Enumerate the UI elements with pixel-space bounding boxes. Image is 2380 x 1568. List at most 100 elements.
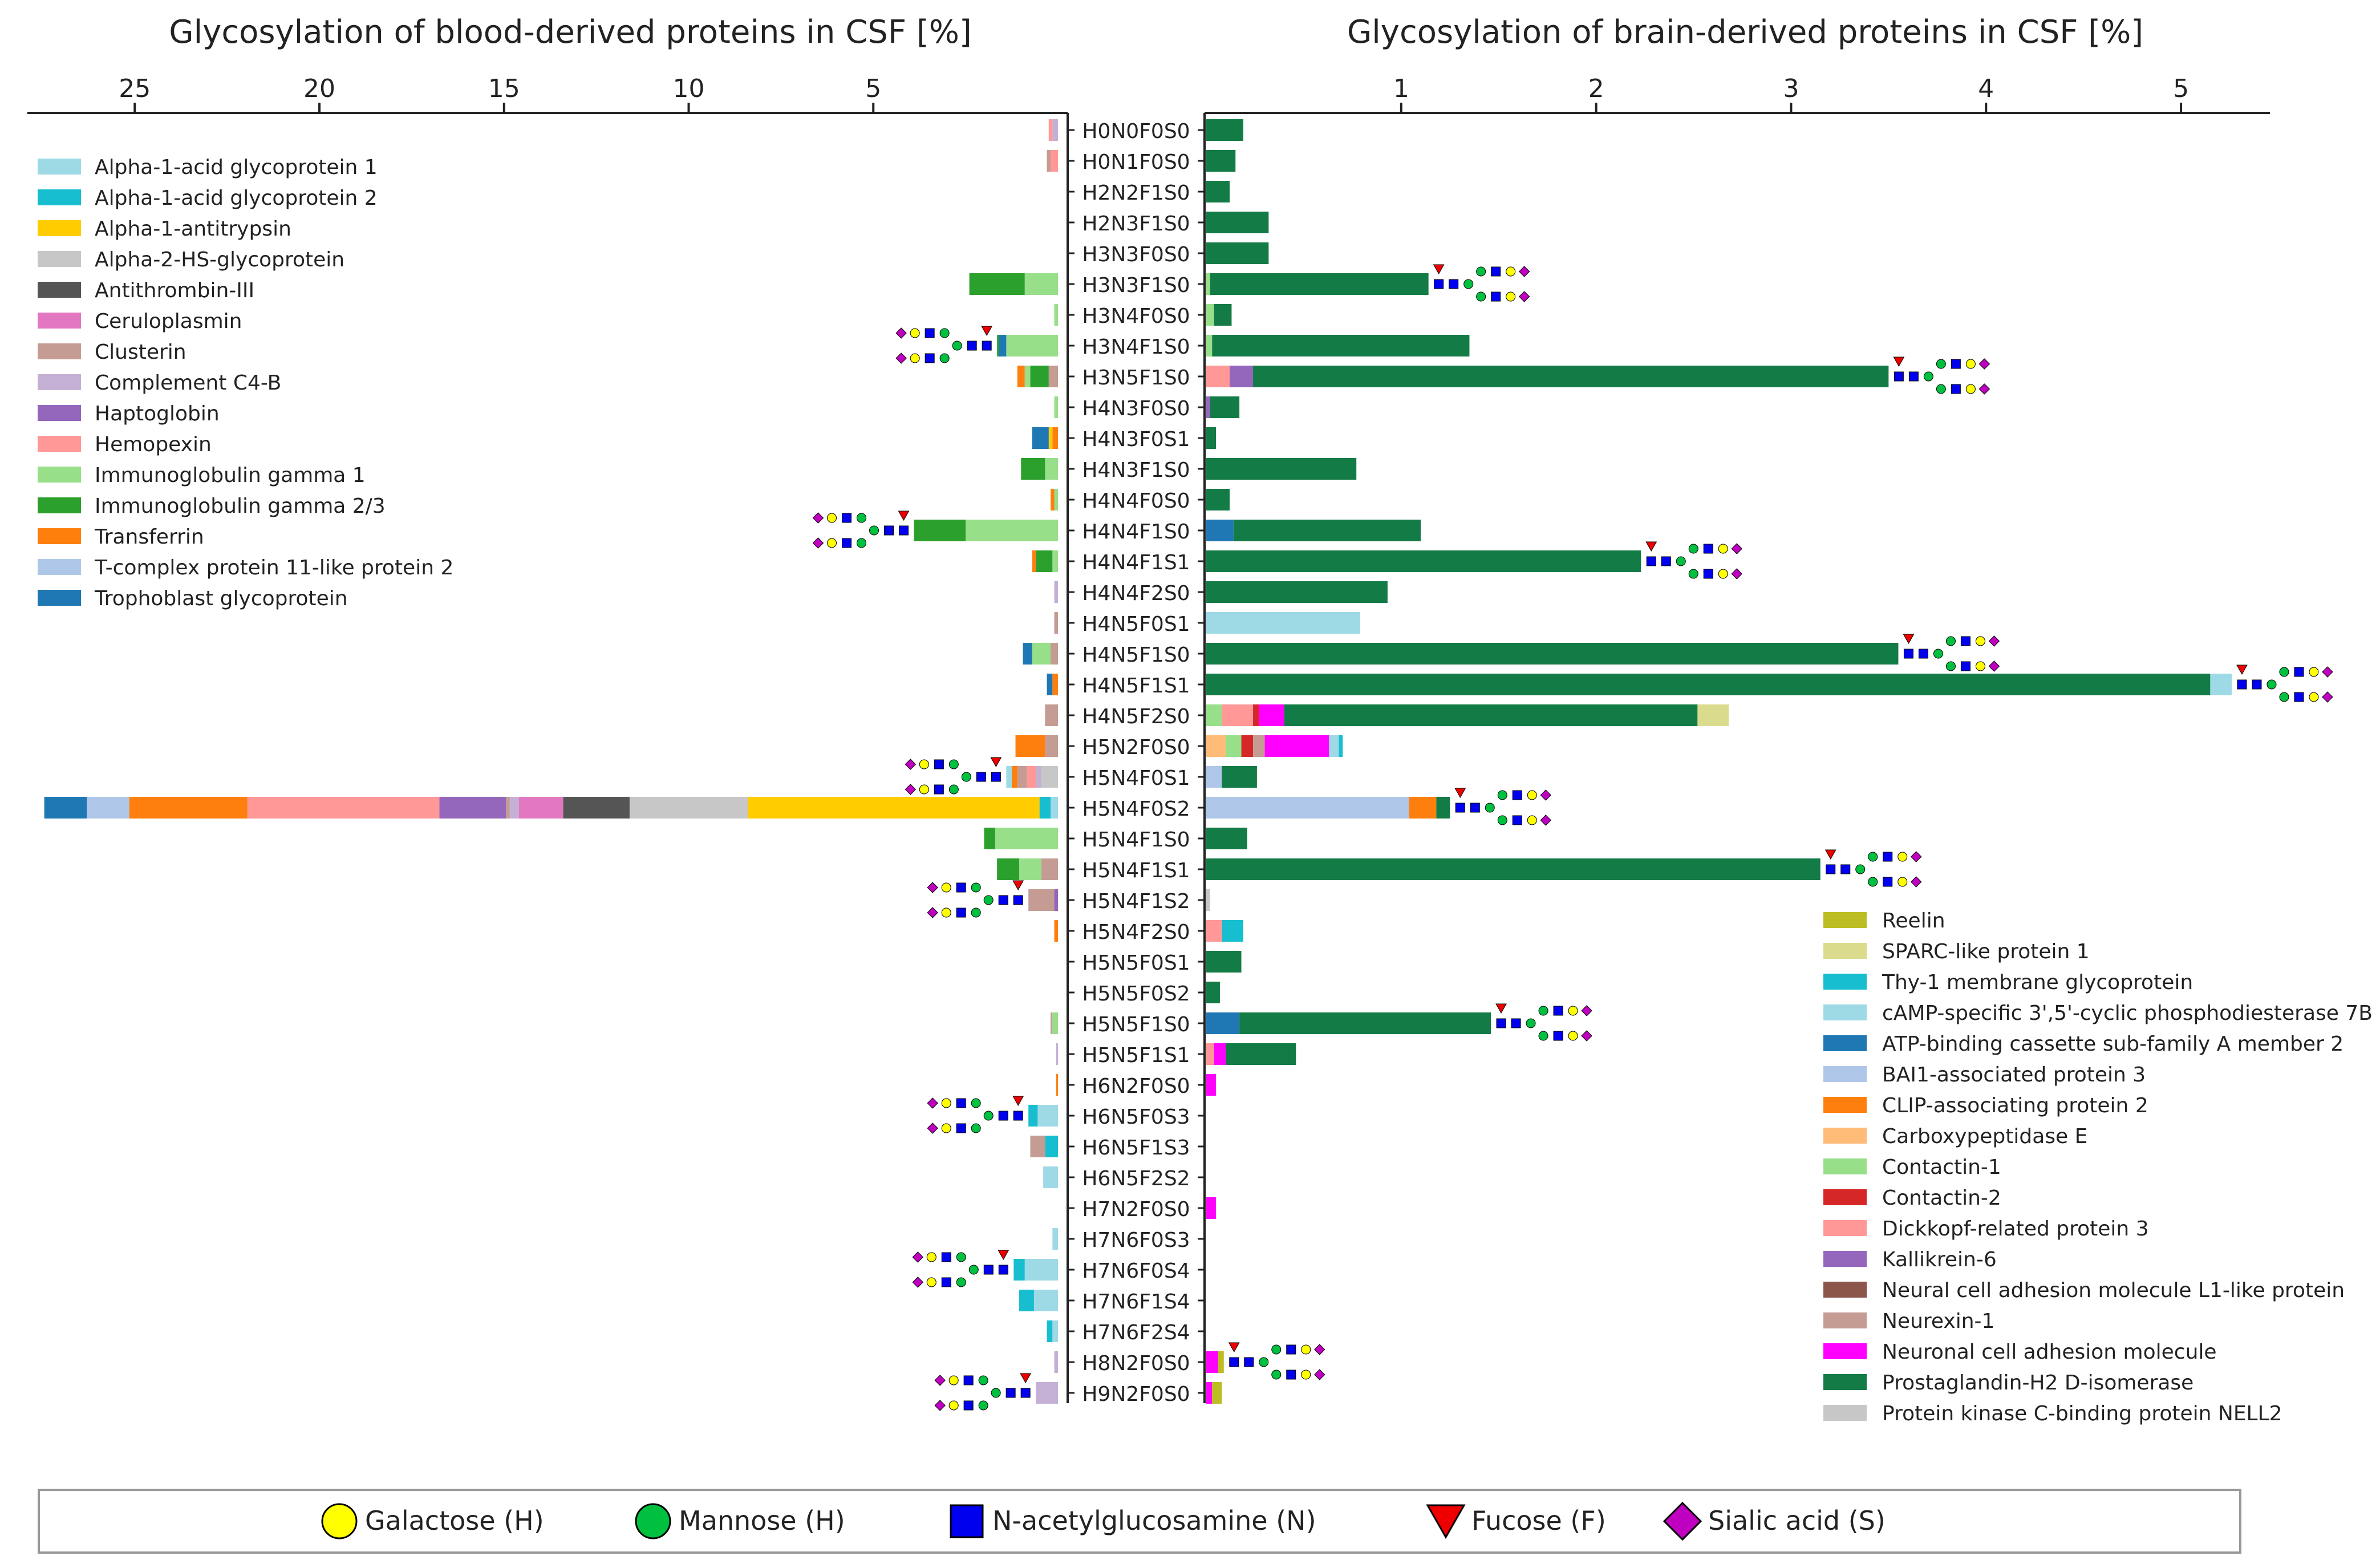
left-bar-immunoglobulin-gamma-1 [1024,366,1031,387]
legend-label-dickkopf-related-protein-3: Dickkopf-related protein 3 [1882,1217,2149,1241]
mannose-symbol [971,882,981,893]
sialic-acid-symbol [895,327,907,339]
right-legend: Reelin SPARC-like protein 1 Thy-1 membrane… [1823,909,2373,1425]
right-bar-bai1-associated-protein-3 [1206,766,1222,788]
glcnac-symbol [998,1111,1008,1121]
category-label-h4n4f2s0: H4N4F2S0 [1082,582,1190,605]
category-label-h9n2f0s0: H9N2F0S0 [1082,1383,1190,1406]
category-label-h3n5f1s0: H3N5F1S0 [1082,366,1190,390]
right-bar-dickkopf-related-protein-3 [1206,366,1230,387]
left-legend: Alpha-1-acid glycoprotein 1 Alpha-1-acid … [38,156,453,610]
legend-swatch-protein-kinase-c-binding-protein-nell2 [1823,1405,1867,1421]
left-bar-immunoglobulin-gamma-2-3 [1030,366,1049,387]
left-bar-clusterin [1045,704,1058,726]
legend-label-contactin-1: Contactin-1 [1882,1156,2001,1179]
right-bar-kallikrein-6 [1206,396,1210,418]
legend-label-alpha-1-acid-glycoprotein-2: Alpha-1-acid glycoprotein 2 [95,187,378,210]
category-label-h7n6f0s3: H7N6F0S3 [1082,1229,1190,1252]
mannose-symbol [1688,544,1698,554]
glcnac-symbol [1449,279,1459,289]
mannose-symbol [956,1252,966,1262]
fucose-symbol [2236,665,2248,675]
legend-label-reelin: Reelin [1882,909,1945,933]
legend-label-neural-cell-adhesion-molecule-l1-like-protein: Neural cell adhesion molecule L1-like pr… [1882,1279,2345,1302]
left-bar-hemopexin [1048,119,1053,141]
glcnac-symbol [956,907,966,918]
right-bar-thy-1-membrane-glycoprotein [1339,735,1343,757]
glcnac-symbol [1491,291,1501,302]
glcnac-symbol [967,341,977,351]
right-bar-prostaglandin-h2-d-isomerase [1206,982,1220,1003]
right-bar-camp-specific-3-5-cyclic-phosphodiesterase-7b [1329,735,1339,757]
symbol-legend-label-n-acetylglucosamine-n: N-acetylglucosamine (N) [992,1505,1316,1536]
left-bar-immunoglobulin-gamma-2-3 [1036,550,1053,572]
mannose-symbol [1945,636,1956,646]
right-bar-prostaglandin-h2-d-isomerase [1214,304,1232,326]
category-label-h5n4f1s2: H5N4F1S2 [1082,890,1190,913]
category-label-h4n5f0s1: H4N5F0S1 [1082,613,1190,636]
glcnac-symbol [1703,569,1713,579]
glcnac-symbol [1951,384,1961,394]
left-bar-immunoglobulin-gamma-1 [1052,550,1058,572]
left-bar-alpha-2-hs-glycoprotein [629,797,748,819]
right-bar-prostaglandin-h2-d-isomerase [1206,181,1230,202]
right-bar-prostaglandin-h2-d-isomerase [1253,366,1889,387]
right-bar-prostaglandin-h2-d-isomerase [1226,1043,1296,1065]
left-bar-immunoglobulin-gamma-1 [1006,335,1058,356]
glcnac-symbol [1229,1357,1239,1367]
sialic-acid-symbol [912,1251,924,1263]
legend-label-transferrin: Transferrin [94,525,204,549]
left-bar-complement-c4-b [1054,581,1058,603]
legend-label-neuronal-cell-adhesion-molecule: Neuronal cell adhesion molecule [1882,1340,2217,1364]
category-label-h5n4f2s0: H5N4F2S0 [1082,921,1190,944]
right-bar-prostaglandin-h2-d-isomerase [1239,1012,1491,1034]
glcnac-symbol [1455,803,1465,813]
right-bar-prostaglandin-h2-d-isomerase [1206,489,1230,510]
symbol-legend-diamond [1663,1501,1702,1541]
category-label-h7n6f1s4: H7N6F1S4 [1082,1290,1190,1314]
category-label-h5n4f0s1: H5N4F0S1 [1082,767,1190,790]
left-bar-immunoglobulin-gamma-1 [1045,458,1058,480]
mannose-symbol [2279,692,2289,702]
category-label-h6n5f1s3: H6N5F1S3 [1082,1136,1190,1160]
glcnac-symbol [1553,1031,1563,1041]
glcnac-symbol [1286,1370,1296,1380]
right-bar-prostaglandin-h2-d-isomerase [1284,704,1698,726]
sialic-acid-symbol [1911,851,1922,862]
sialic-acid-symbol [895,353,907,364]
category-label-h5n5f0s1: H5N5F0S1 [1082,951,1190,975]
galactose-symbol [910,353,920,363]
left-bar-complement-c4-b [1054,1351,1058,1373]
left-bar-alpha-2-hs-glycoprotein [1041,766,1058,788]
right-bar-neuronal-cell-adhesion-molecule [1259,704,1284,726]
sialic-acid-symbol [812,512,824,524]
right-bar-contactin-1 [1206,304,1214,326]
mannose-symbol [961,772,971,782]
mannose-symbol [1271,1370,1282,1380]
left-bar-complement-c4-b [1036,766,1041,788]
glcnac-symbol [1960,636,1971,646]
right-panel-title: Glycosylation of brain-derived proteins … [1347,14,2143,51]
right-bar-prostaglandin-h2-d-isomerase [1206,212,1269,233]
left-bar-clusterin [1045,735,1058,757]
sialic-acid-symbol [2322,666,2333,678]
right-bar-neuronal-cell-adhesion-molecule [1206,1351,1218,1373]
mannose-symbol [968,1265,979,1275]
galactose-symbol [1527,790,1537,800]
right-bar-prostaglandin-h2-d-isomerase [1206,643,1899,665]
sialic-acid-symbol [1911,876,1922,888]
glcnac-symbol [1883,877,1893,887]
category-label-h0n1f0s0: H0N1F0S0 [1082,151,1190,174]
galactose-symbol [910,328,920,338]
left-bar-transferrin [1052,427,1058,449]
legend-label-hemopexin: Hemopexin [95,433,212,456]
mannose-symbol [971,1098,981,1108]
glcnac-symbol [941,1252,951,1262]
sialic-acid-symbol [934,1375,946,1386]
category-label-h5n4f1s0: H5N4F1S0 [1082,828,1190,852]
mannose-symbol [971,1123,981,1133]
galactose-symbol [941,1123,951,1133]
category-label-h4n5f1s1: H4N5F1S1 [1082,674,1190,698]
sialic-acid-symbol [912,1277,924,1288]
galactose-symbol [1975,661,1985,671]
